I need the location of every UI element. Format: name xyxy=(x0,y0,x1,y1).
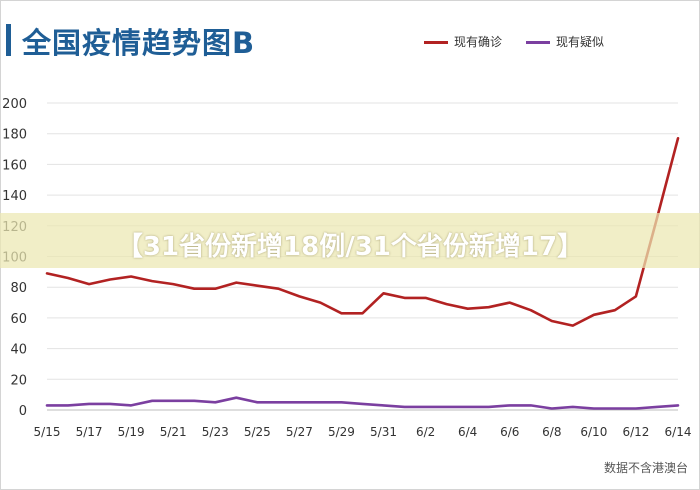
legend-swatch-suspected xyxy=(526,41,550,44)
x-tick-label-5-21: 5/21 xyxy=(160,425,187,439)
x-tick-label-5-31: 5/31 xyxy=(370,425,397,439)
x-tick-label-6-12: 6/12 xyxy=(622,425,649,439)
legend-item-confirmed: 现有确诊 xyxy=(424,33,502,50)
x-tick-label-6-4: 6/4 xyxy=(458,425,477,439)
y-tick-label-0: 0 xyxy=(19,404,27,419)
x-tick-label-5-25: 5/25 xyxy=(244,425,271,439)
x-tick-label-5-27: 5/27 xyxy=(286,425,313,439)
legend-label-suspected: 现有疑似 xyxy=(556,35,605,49)
chart-title: 全国疫情趋势图B xyxy=(22,26,256,60)
headline-banner-text: 【31省份新增18例/31个省份新增17】 xyxy=(116,232,584,262)
y-tick-label-80: 80 xyxy=(10,281,27,296)
x-tick-label-5-23: 5/23 xyxy=(202,425,229,439)
headline-banner xyxy=(0,213,700,268)
legend-swatch-confirmed xyxy=(424,41,448,44)
data-source-note: 数据不含港澳台 xyxy=(603,461,688,475)
y-tick-label-160: 160 xyxy=(2,158,27,173)
y-tick-label-180: 180 xyxy=(2,128,27,143)
x-tick-label-6-6: 6/6 xyxy=(500,425,519,439)
legend-item-suspected: 现有疑似 xyxy=(526,33,604,50)
series-line-suspected xyxy=(45,396,680,410)
x-tick-label-6-8: 6/8 xyxy=(542,425,561,439)
y-tick-label-200: 200 xyxy=(2,97,27,112)
y-tick-label-60: 60 xyxy=(10,312,27,327)
x-tick-label-6-14: 6/14 xyxy=(665,425,692,439)
x-tick-label-5-29: 5/29 xyxy=(328,425,355,439)
x-tick-label-5-17: 5/17 xyxy=(76,425,103,439)
y-tick-label-40: 40 xyxy=(10,343,27,358)
x-tick-label-6-2: 6/2 xyxy=(416,425,435,439)
x-tick-label-5-15: 5/15 xyxy=(34,425,61,439)
x-tick-label-6-10: 6/10 xyxy=(580,425,607,439)
title-accent-bar xyxy=(6,24,11,56)
series-line-confirmed xyxy=(45,137,680,327)
y-tick-label-140: 140 xyxy=(2,189,27,204)
x-tick-label-5-19: 5/19 xyxy=(118,425,145,439)
legend-label-confirmed: 现有确诊 xyxy=(454,35,503,49)
y-tick-label-20: 20 xyxy=(10,373,27,388)
